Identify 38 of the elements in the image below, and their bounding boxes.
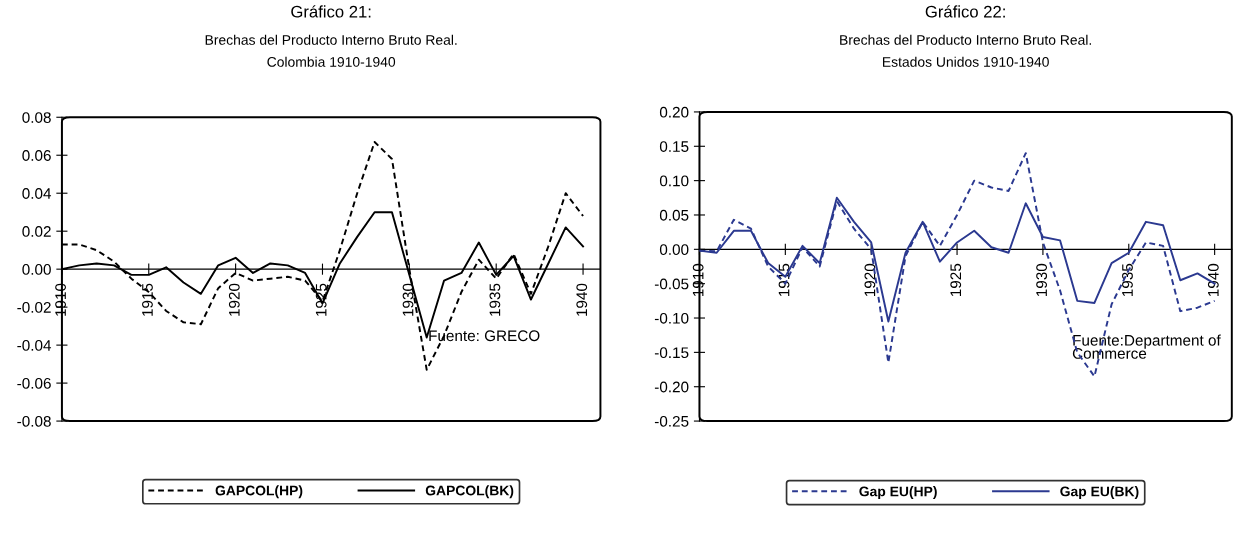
y-tick-label: 0.10 bbox=[659, 175, 689, 187]
legend-label: Gap EU(BK) bbox=[1060, 486, 1139, 500]
legend-label: GAPCOL(HP) bbox=[215, 485, 303, 499]
x-tick-label: 1915 bbox=[142, 283, 153, 316]
chart-title: Gráfico 21: bbox=[291, 5, 371, 18]
y-tick-label: 0.00 bbox=[22, 264, 51, 275]
x-tick-label: 1920 bbox=[864, 263, 876, 297]
y-tick-label: -0.06 bbox=[17, 377, 51, 389]
y-tick-label: -0.25 bbox=[654, 415, 689, 427]
y-tick-label: 0.08 bbox=[22, 112, 51, 123]
y-tick-label: -0.02 bbox=[17, 302, 51, 313]
chart-title: Gráfico 22: bbox=[925, 5, 1005, 18]
annotation: Fuente: GRECO bbox=[429, 330, 540, 342]
y-tick-label: -0.20 bbox=[654, 381, 689, 393]
chart-subtitle: Brechas del Producto Interno Bruto Real. Estados Unidos 1910-1940 bbox=[840, 34, 1091, 67]
y-tick-label: 0.20 bbox=[659, 106, 689, 118]
chart-subtitle: Brechas del Producto Interno Bruto Real. Colombia 1910-1940 bbox=[205, 34, 457, 67]
x-tick-label: 1930 bbox=[1036, 263, 1048, 297]
y-tick-label: 0.00 bbox=[659, 244, 689, 256]
legend-label: GAPCOL(BK) bbox=[425, 485, 514, 499]
y-tick-label: -0.04 bbox=[17, 339, 52, 351]
y-tick-label: 0.05 bbox=[659, 209, 689, 221]
x-tick-label: 1935 bbox=[489, 283, 501, 316]
legend-label: Gap EU(HP) bbox=[859, 486, 937, 500]
x-tick-label: 1925 bbox=[950, 263, 962, 297]
x-tick-label: 1940 bbox=[576, 283, 588, 316]
y-tick-label: 0.02 bbox=[22, 226, 51, 237]
x-tick-label: 1940 bbox=[1207, 263, 1219, 297]
y-tick-label: 0.15 bbox=[659, 141, 689, 152]
y-tick-label: 0.06 bbox=[22, 150, 51, 161]
x-tick-label: 1935 bbox=[1122, 263, 1133, 297]
y-tick-label: 0.04 bbox=[22, 188, 52, 199]
y-tick-label: -0.05 bbox=[654, 278, 689, 290]
y-tick-label: -0.15 bbox=[654, 347, 689, 359]
x-tick-label: 1920 bbox=[228, 283, 240, 316]
x-tick-label: 1930 bbox=[402, 283, 414, 316]
y-tick-label: -0.10 bbox=[654, 312, 689, 324]
y-tick-label: -0.08 bbox=[17, 415, 51, 427]
